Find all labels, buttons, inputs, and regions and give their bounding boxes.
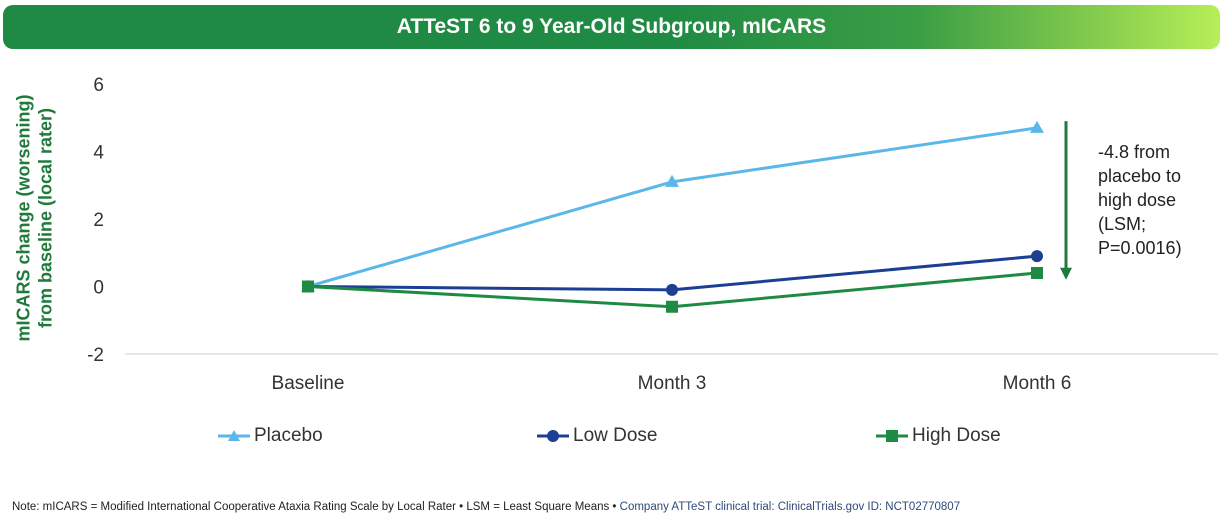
footnote-source: Company ATTeST clinical trial: ClinicalT…	[619, 501, 961, 513]
legend-label-low-dose: Low Dose	[573, 425, 658, 446]
y-tick-label: 0	[93, 278, 104, 299]
y-tick-label: 2	[93, 210, 104, 231]
annotation-line-3: high dose	[1098, 190, 1177, 210]
annotation-line-1: -4.8 from	[1098, 142, 1171, 162]
x-tick-label: Month 6	[1003, 373, 1072, 394]
chart-title: ATTeST 6 to 9 Year-Old Subgroup, mICARS	[396, 15, 827, 38]
footnote-text: Note: mICARS = Modified International Co…	[12, 501, 620, 513]
legend-item-high-dose: High Dose	[876, 424, 1001, 448]
data-point-high-dose	[1031, 267, 1043, 279]
legend-high-dose-marker	[876, 430, 908, 442]
y-tick-label: 6	[93, 75, 104, 96]
y-tick-label: 4	[93, 143, 104, 164]
difference-annotation: -4.8 from placebo to high dose (LSM; P=0…	[1098, 140, 1218, 260]
data-point-low-dose	[666, 283, 678, 296]
legend-placebo-marker	[218, 430, 250, 441]
annotation-line-2: placebo to	[1098, 166, 1182, 186]
legend-item-placebo: Placebo	[218, 424, 323, 448]
line-chart: -2 0 2 4 6 Baseline Month 3 Month 6	[87, 75, 1218, 394]
y-tick-label: -2	[87, 345, 104, 366]
data-point-placebo	[1030, 120, 1044, 133]
series-line-placebo	[307, 126, 1038, 288]
x-tick-label: Baseline	[272, 373, 345, 394]
annotation-line-5: P=0.0016)	[1098, 238, 1182, 258]
legend-item-low-dose: Low Dose	[537, 424, 658, 448]
annotation-line-4: (LSM;	[1098, 214, 1147, 234]
data-point-high-dose	[666, 300, 678, 313]
footnote: Note: mICARS = Modified International Co…	[12, 501, 960, 513]
legend-label-placebo: Placebo	[254, 425, 323, 446]
legend-label-high-dose: High Dose	[912, 425, 1001, 446]
data-point-placebo	[665, 174, 679, 187]
data-point-high-dose	[302, 280, 314, 293]
legend-low-dose-marker	[537, 430, 569, 442]
chart-title-bar: ATTeST 6 to 9 Year-Old Subgroup, mICARS	[3, 5, 1220, 49]
x-tick-label: Month 3	[638, 373, 707, 394]
data-point-low-dose	[1031, 250, 1043, 263]
difference-arrow-head	[1060, 267, 1072, 280]
